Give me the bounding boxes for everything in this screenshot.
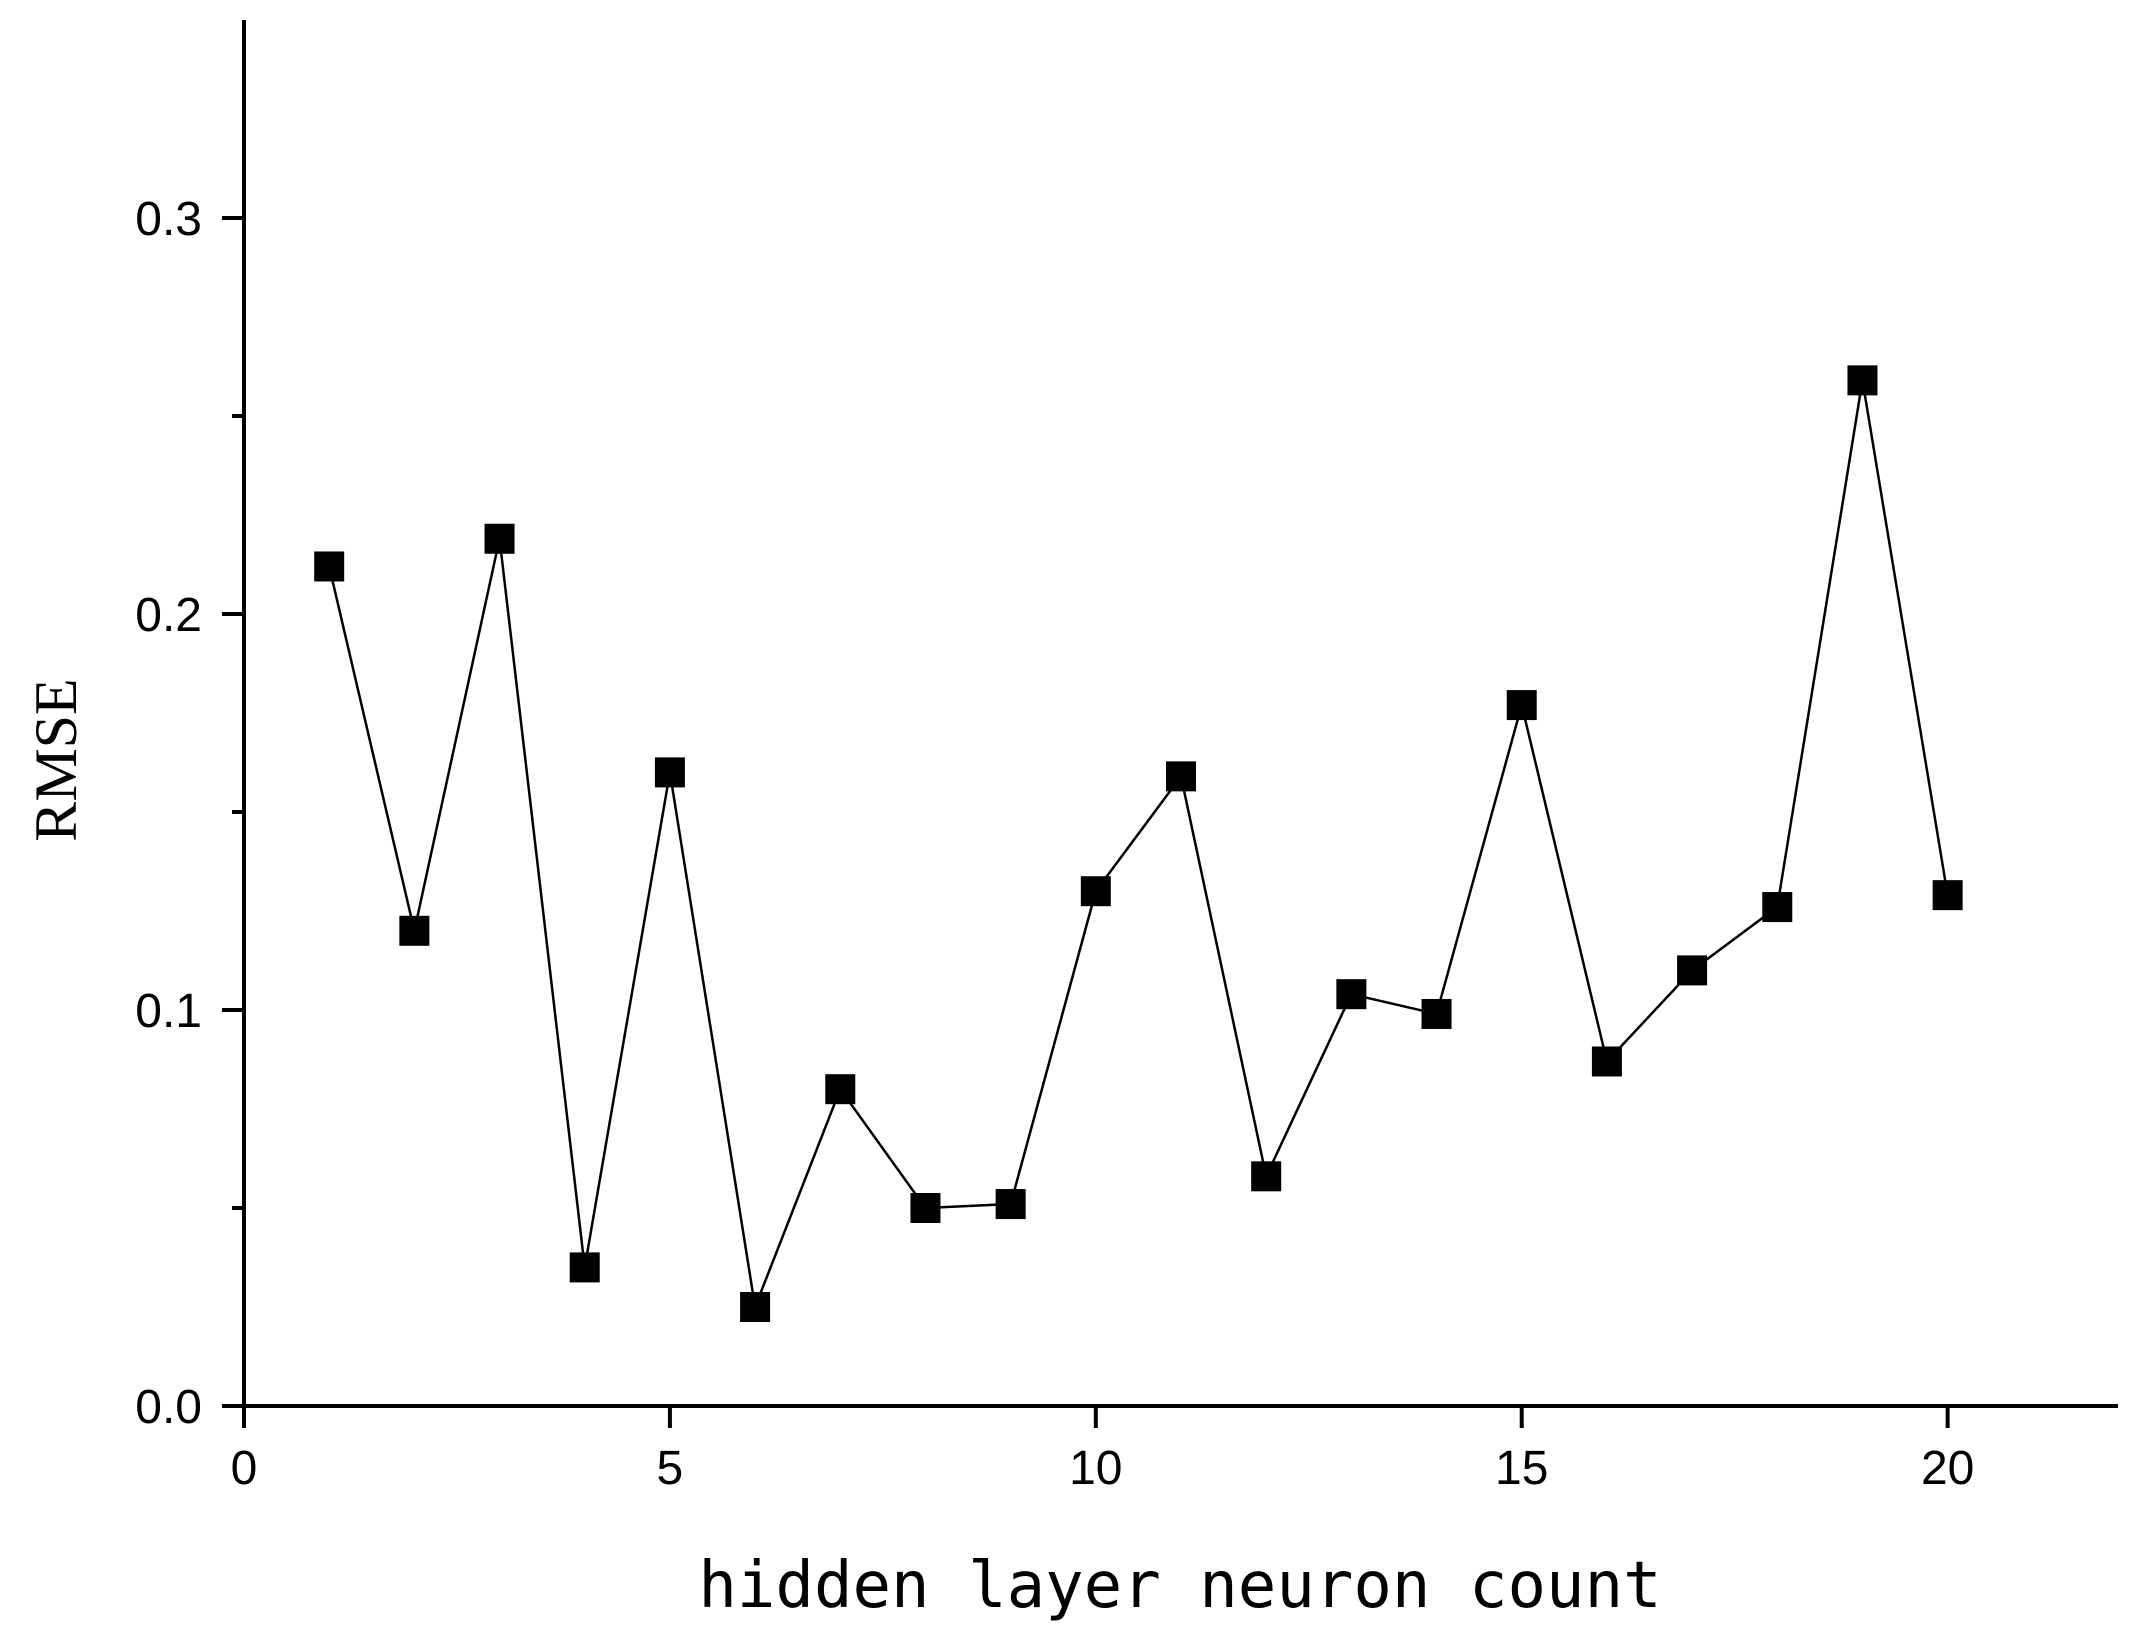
y-tick-label: 0.3 [135,193,202,246]
x-tick-label: 0 [231,1442,258,1495]
data-point [1421,998,1452,1029]
series-segment [1605,969,1694,1063]
series-segment [1179,776,1268,1177]
series-segment [1861,380,1949,896]
y-axis-title: RMSE [23,678,89,841]
series-segment [583,772,672,1268]
data-point [569,1252,600,1283]
data-point [484,523,515,554]
x-tick-label: 15 [1495,1442,1548,1495]
data-point [1762,892,1793,923]
x-tick-label: 20 [1921,1442,1974,1495]
x-tick-label: 10 [1069,1442,1122,1495]
data-point [1080,876,1111,907]
series-segment [1435,704,1523,1015]
data-point [825,1074,856,1105]
data-point [1251,1161,1282,1192]
data-point [1847,365,1878,396]
data-point [740,1292,771,1322]
axes [242,20,2118,1408]
series-segment [668,772,757,1308]
data-point [1591,1046,1622,1077]
data-point [1336,979,1367,1010]
data-point [1506,690,1537,721]
data-point [910,1193,941,1223]
data-point [1932,880,1963,911]
y-tick-label: 0.1 [135,985,202,1038]
data-point [1166,761,1196,792]
x-tick-label: 5 [657,1442,684,1495]
series-segment [1776,380,1864,908]
axis-ticks: 0 5 10 15 20 0.0 0.1 0.2 0.3 [135,193,1974,1495]
series-segment [839,1088,927,1209]
y-tick-label: 0.0 [135,1381,202,1434]
series-segment [413,538,501,932]
data-point [314,551,345,582]
x-axis-title: hidden layer neuron count [698,1549,1661,1623]
y-tick-label: 0.2 [135,589,202,642]
series-segment [1520,704,1609,1062]
series-segment [498,538,586,1268]
data-point [399,915,430,946]
series-segment [1265,993,1353,1177]
series-segment [327,566,416,932]
series-segment [753,1088,842,1308]
data-point [1677,955,1708,986]
data-point [654,757,685,788]
data-series [314,365,1963,1322]
data-point [995,1189,1026,1220]
series-segment [1009,890,1098,1205]
series-segment [1094,775,1183,892]
